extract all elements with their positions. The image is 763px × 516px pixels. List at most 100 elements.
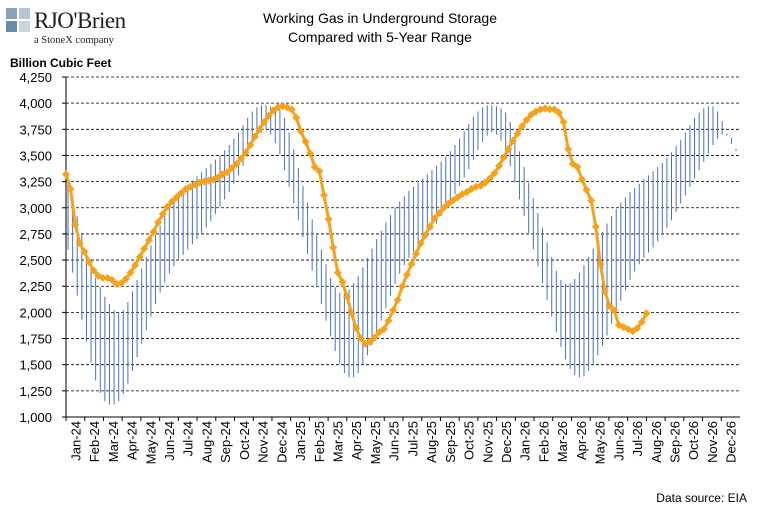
y-tick-label: 3,000 <box>19 201 52 216</box>
storage-point <box>89 266 98 275</box>
storage-point <box>98 273 107 282</box>
storage-point <box>287 105 296 114</box>
storage-point <box>642 309 651 318</box>
storage-point <box>223 168 232 177</box>
y-tick-label: 3,250 <box>19 175 52 190</box>
x-tick-label: Oct-24 <box>237 421 252 460</box>
x-tick-label: Oct-25 <box>462 421 477 460</box>
x-tick-label: Dec-26 <box>724 421 739 463</box>
storage-point <box>633 324 642 333</box>
storage-point <box>499 153 508 162</box>
storage-point <box>126 268 135 277</box>
storage-point <box>591 222 600 231</box>
storage-point <box>108 275 117 284</box>
storage-point <box>241 148 250 157</box>
logo-mark-cell <box>19 21 30 32</box>
x-tick-label: May-26 <box>593 421 608 464</box>
storage-point <box>587 196 596 205</box>
x-tick-label: Aug-24 <box>199 421 214 463</box>
storage-point <box>333 268 342 277</box>
y-tick-label: 1,250 <box>19 384 52 399</box>
storage-point <box>582 185 591 194</box>
y-tick-label: 1,750 <box>19 332 52 347</box>
storage-point <box>250 132 259 141</box>
y-tick-label: 4,250 <box>19 70 52 85</box>
storage-point <box>163 202 172 211</box>
storage-point <box>177 189 186 198</box>
storage-point <box>416 239 425 248</box>
storage-point <box>605 302 614 311</box>
storage-point <box>301 137 310 146</box>
storage-point <box>319 191 328 200</box>
y-tick-label: 1,500 <box>19 358 52 373</box>
x-tick-label: Mar-26 <box>555 421 570 462</box>
storage-point <box>393 295 402 304</box>
storage-point <box>504 145 513 154</box>
x-tick-label: Jan-25 <box>293 421 308 461</box>
logo-subtitle: a StoneX company <box>34 35 114 46</box>
storage-point <box>306 149 315 158</box>
storage-point <box>264 111 273 120</box>
x-tick-label: Sep-24 <box>218 421 233 463</box>
storage-point <box>596 260 605 269</box>
storage-point <box>601 287 610 296</box>
x-tick-label: Dec-24 <box>274 421 289 463</box>
storage-point <box>412 249 421 258</box>
storage-point <box>232 159 241 168</box>
x-tick-label: May-25 <box>368 421 383 464</box>
y-tick-label: 3,500 <box>19 148 52 163</box>
storage-point <box>559 117 568 126</box>
storage-point <box>379 325 388 334</box>
storage-point <box>260 117 269 126</box>
x-tick-label: Jan-24 <box>68 421 83 461</box>
x-tick-label: Aug-26 <box>649 421 664 463</box>
storage-point <box>227 164 236 173</box>
logo-mark-cell <box>6 21 17 32</box>
storage-point <box>255 125 264 134</box>
data-source-note: Data source: EIA <box>656 491 747 505</box>
storage-point <box>522 115 531 124</box>
storage-point <box>117 279 126 288</box>
x-tick-label: Apr-24 <box>125 421 140 460</box>
storage-point <box>370 333 379 342</box>
storage-point <box>338 278 347 287</box>
storage-point <box>172 193 181 202</box>
storage-point <box>80 247 89 256</box>
storage-point <box>296 127 305 136</box>
x-tick-label: Apr-25 <box>349 421 364 460</box>
x-tick-label: Feb-25 <box>312 421 327 462</box>
chart-title: Working Gas in Underground Storage <box>263 10 497 26</box>
logo-name: RJO'Brien <box>34 8 126 33</box>
storage-point <box>577 175 586 184</box>
storage-point <box>421 230 430 239</box>
x-tick-label: Jul-25 <box>405 421 420 456</box>
logo-mark-cell <box>19 8 30 19</box>
x-tick-label: Jul-24 <box>181 421 196 456</box>
storage-point <box>329 243 338 252</box>
storage-point <box>343 292 352 301</box>
storage-point <box>430 214 439 223</box>
x-tick-label: Mar-24 <box>106 421 121 462</box>
storage-point <box>131 261 140 270</box>
storage-point <box>154 218 163 227</box>
storage-point <box>402 270 411 279</box>
y-tick-label: 2,250 <box>19 279 52 294</box>
x-tick-label: Nov-25 <box>480 421 495 463</box>
storage-point <box>508 136 517 145</box>
x-tick-label: Jul-26 <box>630 421 645 456</box>
storage-point <box>140 244 149 253</box>
storage-point <box>324 215 333 224</box>
y-tick-label: 2,750 <box>19 227 52 242</box>
x-tick-label: Jun-26 <box>611 421 626 461</box>
storage-point <box>75 239 84 248</box>
x-tick-label: Mar-25 <box>330 421 345 462</box>
storage-point <box>135 252 144 261</box>
storage-point <box>439 203 448 212</box>
storage-point <box>407 260 416 269</box>
storage-line <box>64 104 648 346</box>
storage-point <box>513 129 522 138</box>
company-logo: RJO'Brien a StoneX company <box>6 6 136 50</box>
storage-point <box>425 222 434 231</box>
logo-mark-cell <box>6 8 17 19</box>
storage-point <box>66 184 75 193</box>
